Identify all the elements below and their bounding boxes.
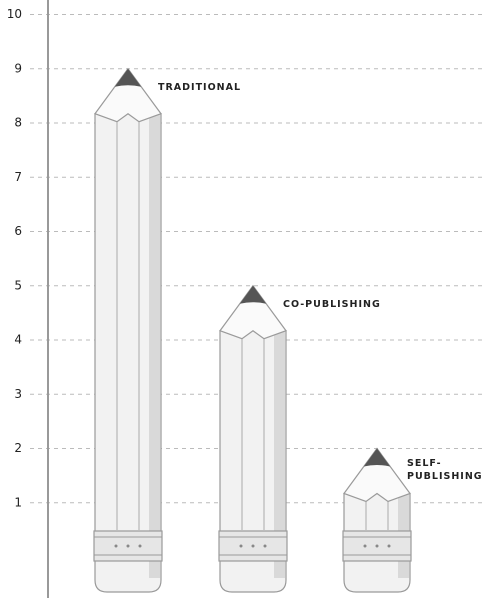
ferrule-dot: [126, 544, 130, 548]
pencil: [342, 447, 412, 593]
pencil-lead: [114, 68, 142, 87]
y-tick-label: 7: [14, 170, 22, 184]
pencil-cone: [343, 447, 411, 503]
y-tick-label: 2: [14, 441, 22, 455]
y-tick-label: 9: [14, 61, 22, 75]
pencil-shade: [149, 113, 160, 578]
ferrule-dot: [263, 544, 267, 548]
pencil: [218, 284, 288, 593]
y-tick-label: 1: [14, 495, 22, 509]
ferrule-dot: [114, 544, 118, 548]
pencil: [93, 67, 163, 593]
pencil-cone: [219, 284, 287, 340]
y-tick-label: 6: [14, 224, 22, 238]
y-tick-label: 5: [14, 278, 22, 292]
pencil-ferrule: [93, 530, 163, 562]
pencil-lead: [239, 285, 267, 304]
ferrule-dot: [239, 544, 243, 548]
ferrule-dot: [375, 544, 379, 548]
category-label: SELF-PUBLISHING: [407, 457, 483, 482]
category-label: TRADITIONAL: [158, 81, 242, 93]
pencil-lead: [363, 448, 391, 467]
ferrule-dot: [387, 544, 391, 548]
ferrule-dot: [363, 544, 367, 548]
pencil-body: [94, 113, 162, 593]
pencil-shade: [274, 330, 285, 578]
pencil-body: [219, 330, 287, 593]
y-tick-label: 3: [14, 387, 22, 401]
y-tick-label: 4: [14, 333, 22, 347]
category-label: CO-PUBLISHING: [283, 298, 381, 310]
y-tick-label: 8: [14, 116, 22, 130]
pencil-cone: [94, 67, 162, 123]
ferrule-dot: [251, 544, 255, 548]
ferrule-dot: [138, 544, 142, 548]
y-tick-label: 10: [7, 7, 22, 21]
